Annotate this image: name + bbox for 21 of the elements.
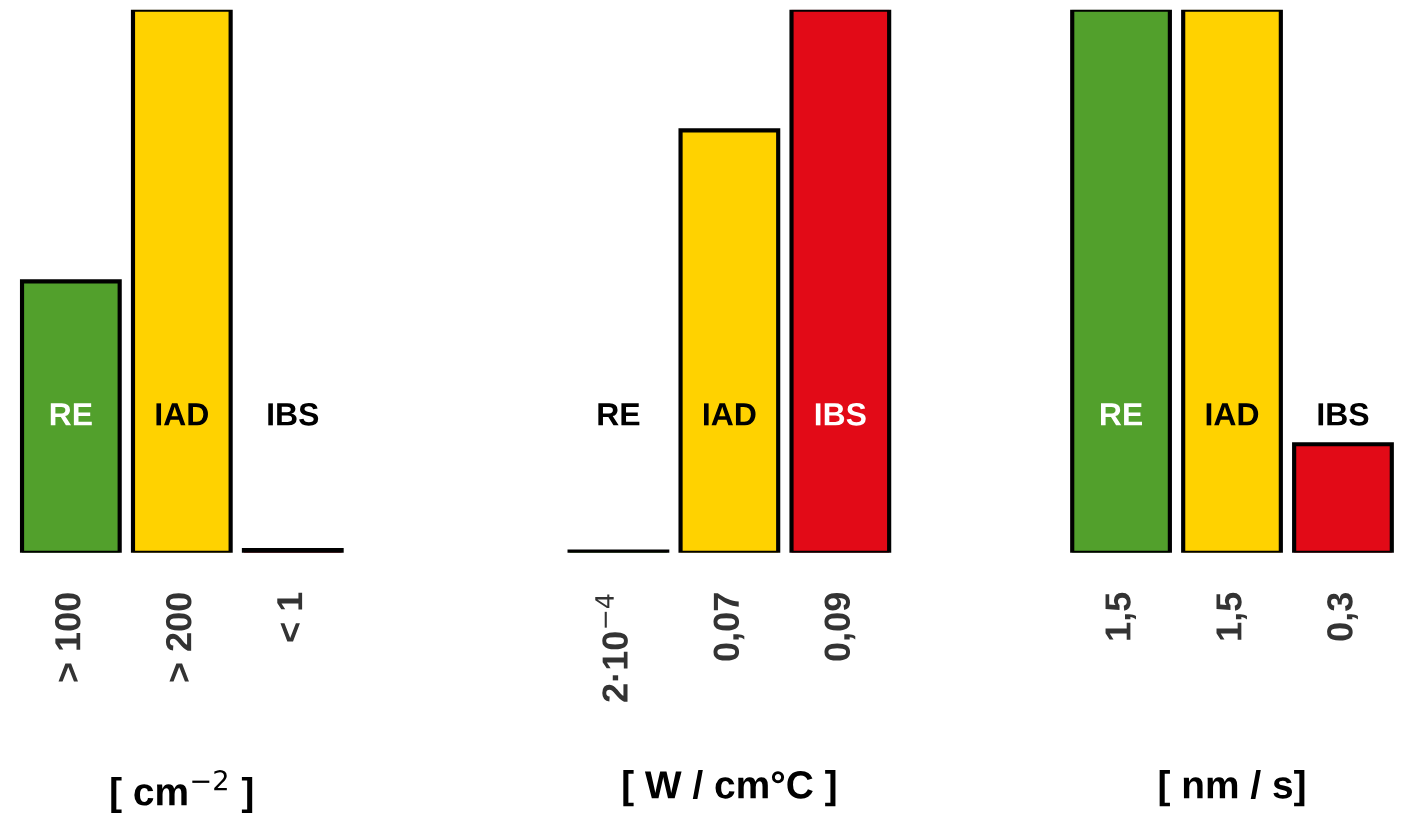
data-label: 0,09 (824, 593, 856, 661)
data-label: > 100 (54, 593, 81, 682)
x-tick-label: IAD (156, 403, 208, 426)
x-tick-label: RE (1101, 403, 1142, 426)
x-axis-title: [ cm$^{−2}$ ] (111, 770, 253, 813)
data-label: 1,5 (1105, 592, 1136, 640)
x-axis-title: [ nm / s] (1159, 770, 1305, 807)
x-tick-label: RE (598, 403, 640, 426)
x-tick-label: IAD (704, 403, 756, 426)
x-tick-label: IAD (1206, 403, 1259, 426)
data-label: 2·10$^{−4}$ (595, 594, 628, 702)
x-tick-label: IBS (268, 403, 319, 426)
data-label: 0,07 (713, 593, 745, 661)
data-label: > 200 (165, 593, 192, 682)
x-tick-label: IBS (1318, 403, 1369, 426)
data-label: 1,5 (1216, 592, 1247, 640)
x-tick-label: RE (50, 403, 92, 426)
data-label: < 1 (277, 592, 303, 642)
x-axis-title: [ W / cm°C ] (623, 770, 836, 807)
x-tick-label: IBS (815, 403, 866, 426)
data-label: 0,3 (1327, 593, 1358, 641)
